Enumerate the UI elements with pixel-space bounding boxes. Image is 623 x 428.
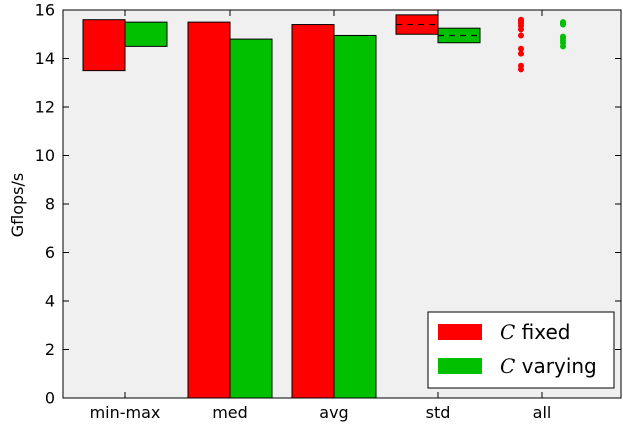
y-tick-label: 8	[45, 195, 55, 214]
all-point-fixed	[518, 50, 524, 57]
y-tick-label: 6	[45, 243, 55, 262]
all-point-varying	[560, 19, 566, 26]
y-tick-label: 10	[35, 146, 55, 165]
x-tick-label: med	[212, 403, 248, 422]
y-tick-label: 2	[45, 340, 55, 359]
x-tick-label: all	[533, 403, 552, 422]
legend-swatch-fixed	[438, 324, 482, 340]
y-tick-label: 4	[45, 292, 55, 311]
y-axis-label: Gflops/s	[8, 173, 27, 237]
all-point-fixed	[518, 16, 524, 23]
all-point-fixed	[518, 62, 524, 69]
y-tick-label: 0	[45, 389, 55, 408]
average-bar-fixed	[291, 24, 335, 399]
y-tick-label: 14	[35, 49, 55, 68]
legend-label-varying: C varying	[500, 354, 597, 378]
legend-label-fixed: C fixed	[500, 320, 571, 344]
median-bar-fixed	[187, 21, 231, 399]
average-bar-varying	[333, 34, 377, 399]
y-tick-label: 12	[35, 98, 55, 117]
median-bar-varying	[229, 38, 273, 399]
x-tick-label: std	[426, 403, 451, 422]
x-tick-label: avg	[319, 403, 348, 422]
all-point-fixed	[518, 45, 524, 52]
minmax-bar-fixed	[82, 19, 126, 72]
all-point-varying	[560, 33, 566, 40]
x-tick-label: min-max	[90, 403, 161, 422]
minmax-bar-varying	[124, 21, 168, 47]
legend-swatch-varying	[438, 358, 482, 374]
all-point-fixed	[518, 32, 524, 39]
y-tick-label: 16	[35, 1, 55, 20]
